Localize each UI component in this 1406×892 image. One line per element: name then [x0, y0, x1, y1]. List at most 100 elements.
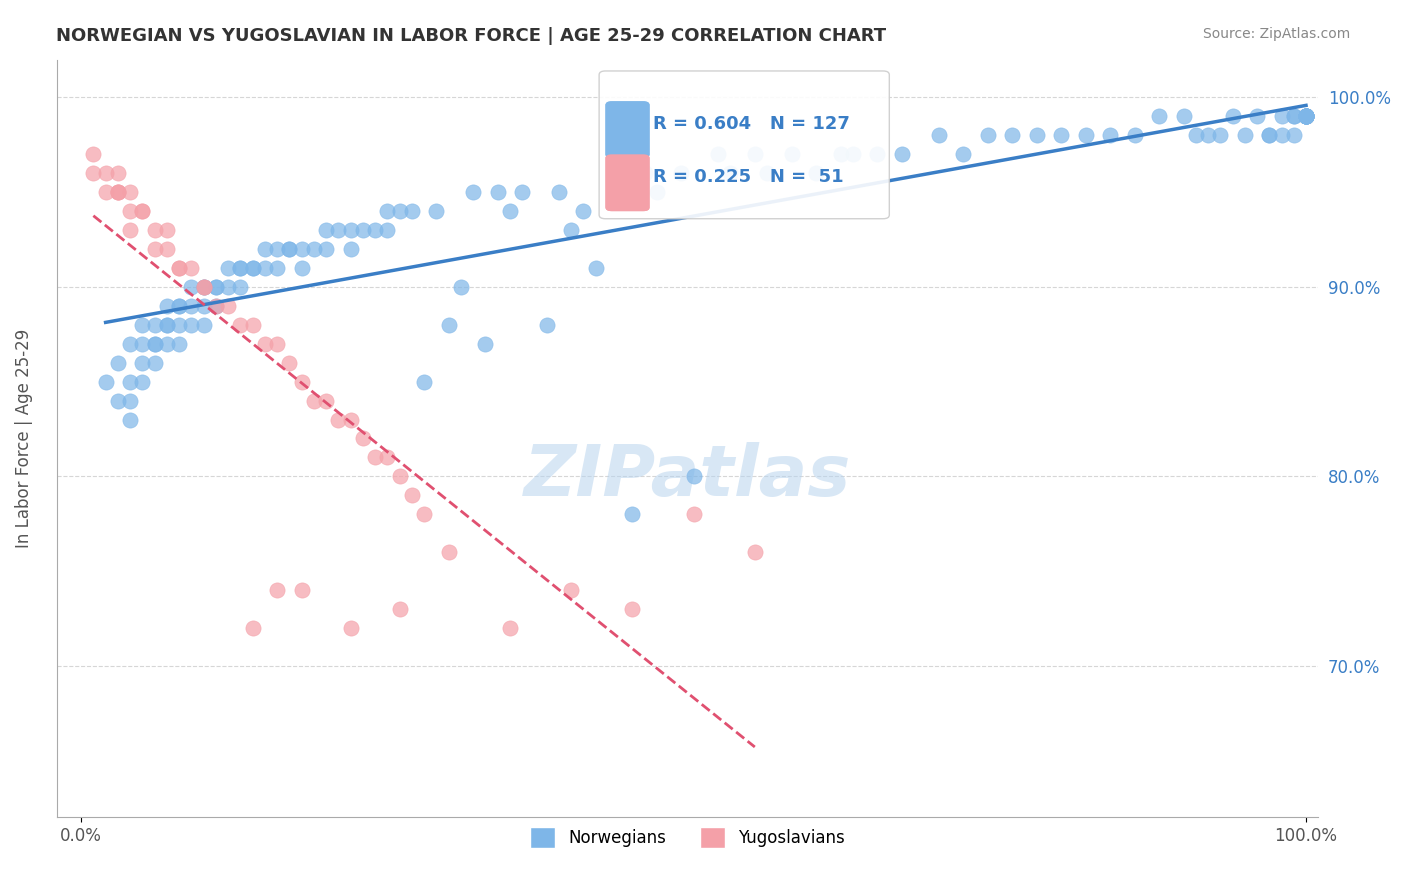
- Point: [474, 336, 496, 351]
- Point: [450, 280, 472, 294]
- Point: [413, 508, 436, 522]
- Point: [167, 260, 190, 275]
- Point: [375, 223, 398, 237]
- Point: [1282, 128, 1305, 143]
- Point: [585, 260, 607, 275]
- Point: [1233, 128, 1256, 143]
- Point: [425, 204, 447, 219]
- Point: [143, 318, 166, 332]
- Point: [143, 223, 166, 237]
- Point: [645, 185, 668, 199]
- Point: [1184, 128, 1206, 143]
- Point: [180, 260, 202, 275]
- Point: [205, 280, 228, 294]
- Point: [375, 204, 398, 219]
- Point: [156, 223, 179, 237]
- Point: [205, 299, 228, 313]
- Point: [609, 166, 631, 180]
- Point: [1258, 128, 1281, 143]
- Point: [560, 582, 582, 597]
- Point: [744, 545, 766, 559]
- Point: [1209, 128, 1232, 143]
- Point: [1258, 128, 1281, 143]
- Point: [1282, 110, 1305, 124]
- Point: [1270, 110, 1292, 124]
- Point: [1123, 128, 1146, 143]
- Point: [217, 299, 239, 313]
- Point: [388, 602, 411, 616]
- Point: [291, 375, 314, 389]
- Point: [682, 508, 704, 522]
- Point: [143, 336, 166, 351]
- Point: [671, 166, 693, 180]
- Point: [364, 223, 387, 237]
- Point: [253, 336, 276, 351]
- Point: [1246, 110, 1268, 124]
- Point: [302, 393, 325, 408]
- Point: [339, 412, 361, 426]
- Point: [143, 336, 166, 351]
- Point: [682, 469, 704, 483]
- Point: [364, 450, 387, 465]
- Point: [388, 204, 411, 219]
- Text: R = 0.225   N =  51: R = 0.225 N = 51: [654, 168, 844, 186]
- Point: [952, 147, 974, 161]
- Point: [156, 318, 179, 332]
- Point: [253, 242, 276, 256]
- Point: [1295, 110, 1317, 124]
- Point: [143, 356, 166, 370]
- Point: [156, 242, 179, 256]
- Point: [437, 318, 460, 332]
- Point: [499, 204, 522, 219]
- Point: [266, 336, 288, 351]
- Point: [278, 242, 301, 256]
- Point: [131, 356, 153, 370]
- Point: [229, 260, 252, 275]
- Point: [82, 166, 104, 180]
- Point: [1295, 110, 1317, 124]
- Point: [193, 280, 215, 294]
- Point: [804, 166, 827, 180]
- Point: [167, 260, 190, 275]
- Point: [499, 621, 522, 635]
- Point: [375, 450, 398, 465]
- Point: [278, 242, 301, 256]
- Point: [167, 318, 190, 332]
- Point: [1147, 110, 1170, 124]
- Point: [1025, 128, 1047, 143]
- Point: [1074, 128, 1097, 143]
- FancyBboxPatch shape: [606, 102, 650, 158]
- Point: [780, 147, 803, 161]
- Point: [229, 318, 252, 332]
- Point: [339, 223, 361, 237]
- Point: [107, 356, 129, 370]
- Point: [193, 299, 215, 313]
- Point: [131, 336, 153, 351]
- Point: [413, 375, 436, 389]
- Point: [510, 185, 533, 199]
- Text: R = 0.604   N = 127: R = 0.604 N = 127: [654, 115, 851, 133]
- Point: [180, 299, 202, 313]
- Point: [621, 602, 644, 616]
- Point: [352, 223, 374, 237]
- Point: [193, 280, 215, 294]
- Point: [291, 260, 314, 275]
- Point: [388, 469, 411, 483]
- Point: [107, 185, 129, 199]
- Point: [193, 280, 215, 294]
- Point: [107, 185, 129, 199]
- Point: [266, 242, 288, 256]
- Point: [156, 299, 179, 313]
- Point: [205, 280, 228, 294]
- Point: [486, 185, 509, 199]
- Point: [120, 336, 142, 351]
- Point: [401, 488, 423, 502]
- Point: [1295, 110, 1317, 124]
- Point: [437, 545, 460, 559]
- Point: [120, 412, 142, 426]
- Point: [167, 299, 190, 313]
- Point: [1173, 110, 1195, 124]
- FancyBboxPatch shape: [606, 154, 650, 211]
- Point: [107, 166, 129, 180]
- Point: [131, 204, 153, 219]
